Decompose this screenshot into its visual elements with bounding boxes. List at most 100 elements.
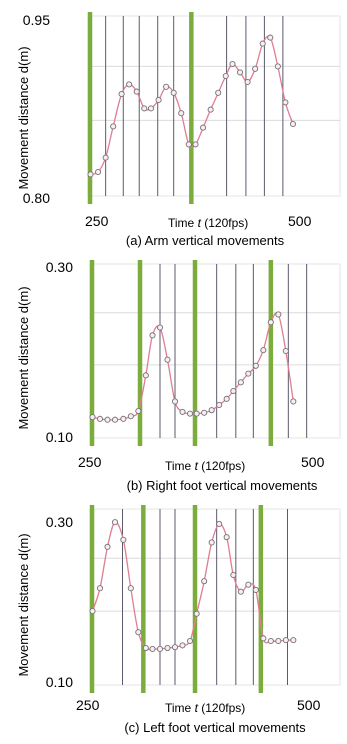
movement-series-line (90, 35, 294, 176)
data-point (147, 105, 155, 112)
x-tick-start-label: 250 (85, 213, 109, 229)
data-point (156, 324, 164, 331)
data-point (186, 410, 194, 417)
y-axis-label: Movement distance d(m) (16, 533, 31, 676)
data-point (186, 637, 194, 645)
chart-caption: (c) Left foot vertical movements (124, 720, 306, 735)
data-point (201, 578, 208, 585)
plot-area (89, 263, 341, 439)
data-point (104, 416, 111, 423)
data-point (111, 519, 119, 526)
data-point (223, 534, 230, 541)
data-point (290, 398, 297, 405)
right-foot-chart-panel: 0.30 0.10 250 500 Time t (120fps) Moveme… (0, 250, 347, 495)
data-point (135, 407, 142, 415)
x-axis-label-var: t (195, 459, 199, 473)
data-point (126, 81, 133, 88)
x-tick-end-label: 500 (297, 697, 321, 713)
data-point (267, 34, 274, 41)
data-point (179, 642, 186, 649)
data-point (237, 588, 244, 595)
data-point (156, 645, 164, 652)
y-tick-top-label: 0.95 (23, 12, 50, 28)
movement-series-line (92, 312, 294, 421)
data-point (104, 543, 111, 550)
data-point (142, 372, 149, 379)
data-point (118, 90, 125, 98)
data-point (252, 586, 259, 594)
data-point (200, 124, 207, 131)
y-tick-bottom-label: 0.80 (23, 190, 50, 206)
x-axis-label-var: t (198, 216, 202, 230)
x-tick-end-label: 500 (301, 454, 325, 470)
data-point (289, 120, 297, 128)
data-point (96, 585, 104, 592)
data-point (267, 319, 274, 326)
data-point (149, 332, 156, 339)
data-point (230, 571, 237, 579)
chart-caption: (a) Arm vertical movements (126, 233, 285, 248)
data-point (215, 89, 222, 96)
data-point (178, 110, 185, 117)
arm-chart: 0.95 0.80 250 500 Time t (120fps) Moveme… (16, 12, 341, 248)
data-point (179, 408, 186, 415)
data-point (135, 629, 142, 636)
data-point (87, 171, 94, 178)
x-axis-label-suffix: (120fps) (201, 216, 248, 230)
data-point (127, 413, 134, 420)
chart-caption: (b) Right foot vertical movements (127, 478, 318, 493)
data-point (230, 387, 237, 395)
data-point (95, 168, 102, 176)
data-point (164, 644, 171, 652)
data-point (192, 141, 199, 148)
data-point (223, 395, 230, 402)
data-point (260, 347, 267, 354)
data-point (171, 644, 179, 651)
left-foot-chart: 0.30 0.10 250 500 Time t (120fps) Moveme… (16, 505, 341, 735)
data-point (207, 106, 214, 113)
data-point (216, 401, 223, 408)
y-tick-bottom-label: 0.10 (46, 674, 73, 690)
x-axis-label: Time t (120fps) (165, 701, 245, 715)
x-tick-start-label: 250 (78, 454, 102, 470)
data-point (290, 637, 297, 644)
x-axis-label: Time t (120fps) (168, 216, 248, 230)
x-axis-label: Time t (120fps) (165, 459, 245, 473)
data-point (237, 379, 244, 386)
data-point (222, 72, 229, 80)
x-tick-start-label: 250 (76, 697, 100, 713)
data-point (259, 40, 266, 47)
data-point (96, 415, 104, 422)
data-point (102, 154, 109, 161)
data-point (252, 362, 259, 369)
arm-chart-panel: 0.95 0.80 250 500 Time t (120fps) Moveme… (0, 0, 347, 250)
data-point (216, 520, 223, 528)
data-point (171, 398, 179, 405)
data-point (275, 311, 282, 318)
data-point (282, 637, 289, 644)
data-point (252, 65, 259, 72)
y-tick-top-label: 0.30 (46, 514, 73, 530)
data-point (110, 123, 117, 130)
movement-series-line (91, 521, 294, 651)
data-point (260, 635, 267, 642)
y-tick-bottom-label: 0.10 (46, 429, 73, 445)
data-point (201, 409, 208, 416)
data-point (193, 410, 200, 417)
plot-area (87, 15, 341, 197)
data-point (164, 356, 171, 363)
data-point (208, 539, 215, 546)
data-point (229, 60, 236, 68)
data-point (89, 414, 96, 421)
data-point (142, 644, 149, 652)
data-point (120, 415, 127, 422)
data-point (163, 83, 170, 90)
y-axis-label: Movement distance d(m) (16, 46, 31, 189)
data-point (245, 370, 252, 377)
x-tick-end-label: 500 (288, 213, 312, 229)
plot-area (89, 508, 341, 686)
data-point (155, 96, 162, 104)
data-point (111, 416, 119, 423)
data-point (149, 645, 156, 652)
data-point (193, 610, 200, 617)
